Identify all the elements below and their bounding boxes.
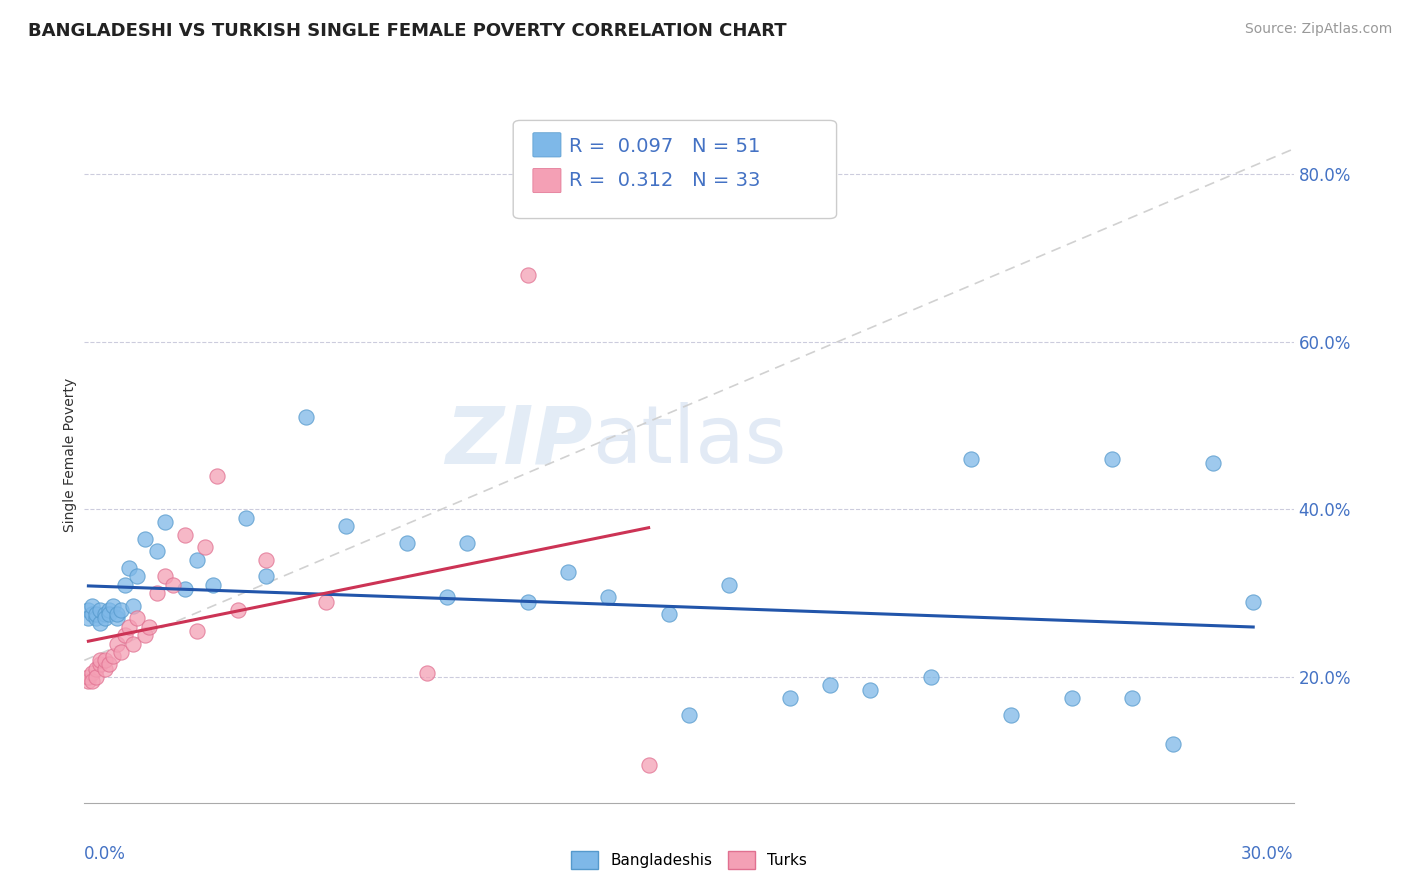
Point: [82, 665, 104, 680]
Point: [97, 657, 120, 672]
Point: [86, 662, 108, 676]
Point: [295, 410, 318, 425]
Point: [335, 519, 357, 533]
Text: R =  0.312   N = 33: R = 0.312 N = 33: [569, 170, 761, 190]
Point: [86, 611, 108, 625]
Y-axis label: Single Female Poverty: Single Female Poverty: [63, 378, 77, 532]
Point: [93, 607, 115, 622]
Point: [456, 536, 478, 550]
Point: [134, 532, 156, 546]
Point: [1161, 737, 1184, 751]
Point: [153, 569, 176, 583]
Text: atlas: atlas: [592, 402, 786, 480]
Point: [110, 645, 132, 659]
Point: [186, 624, 208, 638]
Point: [516, 594, 538, 608]
Point: [121, 636, 143, 650]
Point: [202, 578, 225, 592]
Point: [516, 268, 538, 282]
Point: [77, 611, 100, 625]
Point: [226, 603, 249, 617]
Point: [416, 665, 439, 680]
Point: [174, 582, 197, 596]
Point: [89, 603, 111, 617]
Point: [77, 603, 100, 617]
Text: 0.0%: 0.0%: [84, 845, 127, 863]
Point: [960, 452, 983, 467]
Point: [315, 594, 337, 608]
Point: [97, 607, 120, 622]
Point: [101, 599, 124, 613]
Point: [138, 620, 160, 634]
Point: [557, 566, 579, 580]
Point: [1121, 691, 1143, 706]
Point: [637, 758, 659, 772]
Point: [82, 607, 104, 622]
Point: [254, 569, 277, 583]
Point: [86, 607, 108, 622]
Point: [118, 561, 141, 575]
Point: [93, 611, 115, 625]
Point: [436, 591, 458, 605]
Point: [779, 691, 801, 706]
Point: [1101, 452, 1123, 467]
Point: [818, 678, 841, 692]
Point: [254, 552, 277, 566]
Point: [207, 468, 229, 483]
Point: [1202, 456, 1225, 470]
Point: [82, 674, 104, 689]
Point: [101, 649, 124, 664]
Point: [93, 653, 115, 667]
Point: [125, 569, 148, 583]
Point: [82, 599, 104, 613]
Point: [114, 628, 136, 642]
Text: BANGLADESHI VS TURKISH SINGLE FEMALE POVERTY CORRELATION CHART: BANGLADESHI VS TURKISH SINGLE FEMALE POV…: [28, 22, 787, 40]
Point: [105, 611, 128, 625]
Point: [1000, 707, 1022, 722]
Point: [162, 578, 184, 592]
Point: [1241, 594, 1264, 608]
Point: [153, 515, 176, 529]
Text: 30.0%: 30.0%: [1241, 845, 1294, 863]
Point: [110, 603, 132, 617]
Point: [114, 578, 136, 592]
Point: [920, 670, 942, 684]
Point: [77, 670, 100, 684]
Point: [395, 536, 418, 550]
Point: [1060, 691, 1083, 706]
Point: [93, 662, 115, 676]
Point: [77, 674, 100, 689]
Point: [235, 510, 257, 524]
Point: [146, 544, 169, 558]
Point: [174, 527, 197, 541]
Point: [718, 578, 741, 592]
Point: [89, 615, 111, 630]
Point: [89, 657, 111, 672]
Text: ZIP: ZIP: [444, 402, 592, 480]
Point: [89, 653, 111, 667]
Point: [121, 599, 143, 613]
Point: [678, 707, 700, 722]
Legend: Bangladeshis, Turks: Bangladeshis, Turks: [565, 846, 813, 875]
Point: [97, 603, 120, 617]
Point: [194, 540, 217, 554]
Point: [146, 586, 169, 600]
Point: [134, 628, 156, 642]
Text: R =  0.097   N = 51: R = 0.097 N = 51: [569, 136, 761, 156]
Point: [598, 591, 620, 605]
Point: [118, 620, 141, 634]
Point: [186, 552, 208, 566]
Point: [105, 636, 128, 650]
Text: Source: ZipAtlas.com: Source: ZipAtlas.com: [1244, 22, 1392, 37]
Point: [658, 607, 681, 622]
Point: [859, 682, 882, 697]
Point: [86, 670, 108, 684]
Point: [105, 607, 128, 622]
Point: [125, 611, 148, 625]
